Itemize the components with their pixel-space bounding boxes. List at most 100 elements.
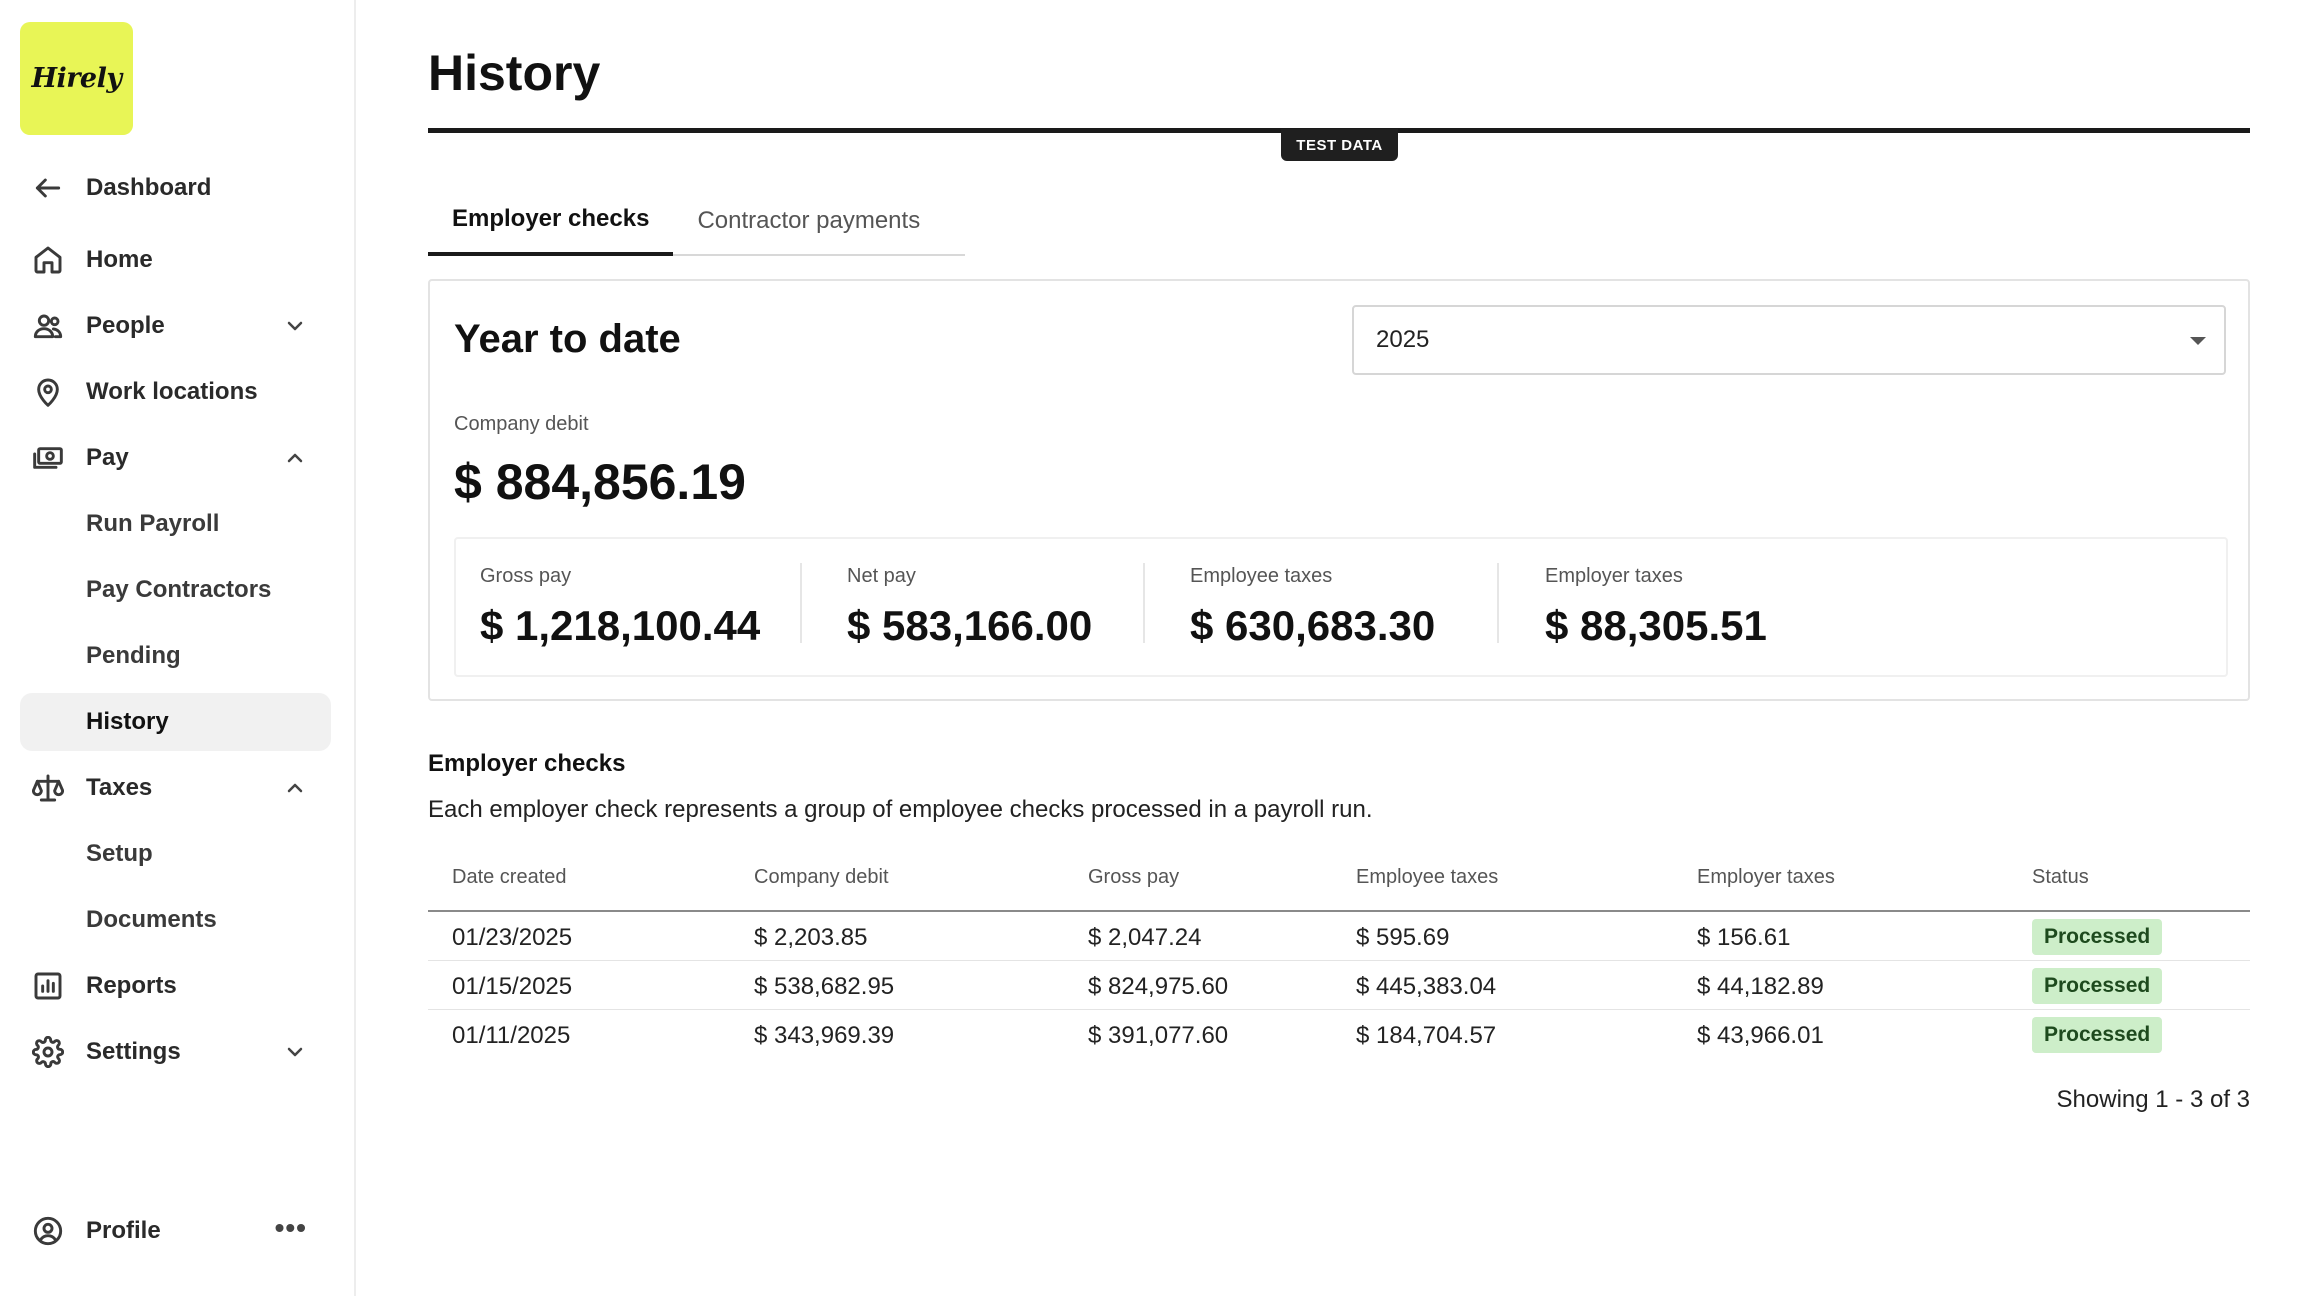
sidebar-item-documents[interactable]: Documents [20, 891, 331, 949]
sidebar-item-label: Setup [86, 840, 153, 867]
column-header-company-debit[interactable]: Company debit [754, 866, 889, 888]
test-data-badge: TEST DATA [1281, 129, 1398, 161]
page-title: History [428, 45, 601, 101]
home-icon [32, 244, 64, 276]
sidebar-item-label: Reports [86, 972, 177, 999]
column-header-employer-taxes[interactable]: Employer taxes [1697, 866, 1835, 888]
dashboard-label: Dashboard [86, 174, 212, 201]
company-debit-label: Company debit [454, 413, 589, 435]
cell-gross-pay: $ 824,975.60 [1088, 973, 1229, 1000]
company-debit-value: $ 884,856.19 [454, 454, 746, 510]
stat-divider [800, 563, 802, 643]
sidebar: Hirely Dashboard Home People Work locati… [0, 0, 356, 1296]
status-badge: Processed [2032, 1017, 2163, 1053]
chart-icon [32, 970, 64, 1002]
chevron-down-icon[interactable] [283, 314, 307, 338]
stat-divider [1497, 563, 1499, 643]
column-header-employee-taxes[interactable]: Employee taxes [1356, 866, 1499, 888]
sidebar-item-settings[interactable]: Settings [20, 1023, 331, 1081]
cell-gross-pay: $ 2,047.24 [1088, 924, 1202, 951]
stat-gross-pay: Gross pay $ 1,218,100.44 [480, 565, 760, 650]
stat-label: Net pay [847, 565, 916, 587]
cell-date: 01/23/2025 [452, 924, 573, 951]
arrow-left-icon [32, 172, 64, 204]
sidebar-item-pay-contractors[interactable]: Pay Contractors [20, 561, 331, 619]
map-pin-icon [32, 376, 64, 408]
logo-text: Hirely [31, 63, 122, 94]
stat-label: Employer taxes [1545, 565, 1683, 587]
year-select-value: 2025 [1376, 326, 1430, 353]
sidebar-item-setup[interactable]: Setup [20, 825, 331, 883]
cell-date: 01/11/2025 [452, 1022, 571, 1049]
user-circle-icon [32, 1215, 64, 1247]
year-to-date-card: Year to date 2025 Company debit $ 884,85… [428, 279, 2250, 701]
column-header-status[interactable]: Status [2032, 866, 2089, 888]
sidebar-item-label: Run Payroll [86, 510, 220, 537]
people-icon [32, 310, 64, 342]
sidebar-item-people[interactable]: People [20, 297, 331, 355]
stat-label: Gross pay [480, 565, 572, 587]
sidebar-item-pay[interactable]: Pay [20, 429, 331, 487]
employer-checks-table: Date created Company debit Gross pay Emp… [428, 840, 2250, 1059]
table-row[interactable]: 01/15/2025 $ 538,682.95 $ 824,975.60 $ 4… [428, 961, 2250, 1010]
stat-net-pay: Net pay $ 583,166.00 [847, 565, 1092, 650]
stat-divider [1143, 563, 1145, 643]
table-header: Date created Company debit Gross pay Emp… [428, 840, 2250, 912]
sidebar-item-run-payroll[interactable]: Run Payroll [20, 495, 331, 553]
stat-employer-taxes: Employer taxes $ 88,305.51 [1545, 565, 1767, 650]
cell-employer-taxes: $ 44,182.89 [1697, 973, 1824, 1000]
sidebar-item-label: Pay [86, 444, 129, 471]
cell-employee-taxes: $ 445,383.04 [1356, 973, 1497, 1000]
stat-value: $ 583,166.00 [847, 602, 1093, 649]
sidebar-item-label: Documents [86, 906, 217, 933]
stat-employee-taxes: Employee taxes $ 630,683.30 [1190, 565, 1435, 650]
back-to-dashboard-link[interactable]: Dashboard [20, 159, 331, 217]
cell-employee-taxes: $ 184,704.57 [1356, 1022, 1497, 1049]
status-badge: Processed [2032, 968, 2163, 1004]
year-select[interactable]: 2025 [1352, 305, 2226, 375]
cell-employee-taxes: $ 595.69 [1356, 924, 1450, 951]
tab-contractor-payments[interactable]: Contractor payments [697, 207, 921, 234]
more-options-icon[interactable]: ••• [274, 1212, 307, 1243]
employer-checks-description: Each employer check represents a group o… [428, 796, 1373, 823]
gear-icon [32, 1036, 64, 1068]
sidebar-item-taxes[interactable]: Taxes [20, 759, 331, 817]
column-header-date-created[interactable]: Date created [452, 866, 567, 888]
sidebar-item-label: Work locations [86, 378, 258, 405]
cell-date: 01/15/2025 [452, 973, 573, 1000]
sidebar-item-label: Pay Contractors [86, 576, 272, 603]
table-row[interactable]: 01/11/2025 $ 343,969.39 $ 391,077.60 $ 1… [428, 1010, 2250, 1059]
sidebar-item-history[interactable]: History [20, 693, 331, 751]
cell-company-debit: $ 538,682.95 [754, 973, 895, 1000]
sidebar-item-reports[interactable]: Reports [20, 957, 331, 1015]
chevron-up-icon[interactable] [283, 776, 307, 800]
scale-icon [32, 772, 64, 804]
sidebar-item-label: Taxes [86, 774, 153, 801]
status-badge: Processed [2032, 919, 2163, 955]
tab-bar: Employer checks Contractor payments [428, 186, 965, 256]
pagination-summary: Showing 1 - 3 of 3 [2056, 1086, 2250, 1113]
sidebar-item-label: Pending [86, 642, 181, 669]
cell-gross-pay: $ 391,077.60 [1088, 1022, 1229, 1049]
employer-checks-title: Employer checks [428, 750, 626, 777]
sidebar-item-work-locations[interactable]: Work locations [20, 363, 331, 421]
hirely-logo[interactable]: Hirely [20, 22, 133, 135]
column-header-gross-pay[interactable]: Gross pay [1088, 866, 1180, 888]
sidebar-item-pending[interactable]: Pending [20, 627, 331, 685]
stat-value: $ 88,305.51 [1545, 602, 1767, 649]
table-row[interactable]: 01/23/2025 $ 2,203.85 $ 2,047.24 $ 595.6… [428, 912, 2250, 961]
cell-company-debit: $ 2,203.85 [754, 924, 868, 951]
chevron-down-icon[interactable] [283, 1040, 307, 1064]
sidebar-item-profile[interactable]: Profile ••• [20, 1202, 331, 1260]
caret-down-icon [2190, 337, 2206, 345]
stat-value: $ 1,218,100.44 [480, 602, 761, 649]
sidebar-item-label: Home [86, 246, 153, 273]
ytd-stats: Gross pay $ 1,218,100.44 Net pay $ 583,1… [454, 537, 2228, 677]
stat-label: Employee taxes [1190, 565, 1333, 587]
chevron-up-icon[interactable] [283, 446, 307, 470]
cell-employer-taxes: $ 156.61 [1697, 924, 1791, 951]
ytd-title: Year to date [454, 317, 681, 361]
sidebar-item-home[interactable]: Home [20, 231, 331, 289]
tab-employer-checks[interactable]: Employer checks [428, 186, 674, 256]
sidebar-item-label: Settings [86, 1038, 181, 1065]
